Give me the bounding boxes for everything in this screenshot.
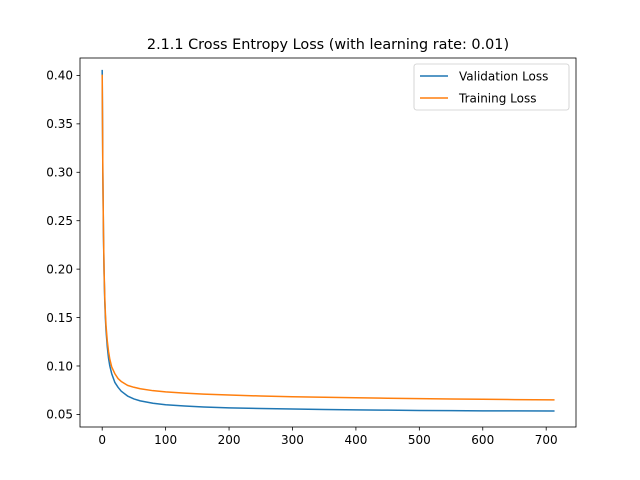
x-axis: 0 100 200 300 400 500 600 700 [98,427,558,447]
y-tick-label: 0.20 [46,262,73,276]
x-tick-label: 700 [535,433,558,447]
y-tick-label: 0.15 [46,311,73,325]
legend: Validation Loss Training Loss [413,63,570,111]
series-line-training-loss [101,74,555,401]
x-tick-label: 600 [471,433,494,447]
y-axis: 0.05 0.10 0.15 0.20 0.25 0.30 0.35 0.40 [46,69,80,422]
chart-title: 2.1.1 Cross Entropy Loss (with learning … [147,37,509,53]
legend-box [413,63,570,111]
y-tick-label: 0.30 [46,166,73,180]
x-tick-label: 200 [218,433,241,447]
y-tick-label: 0.05 [46,408,73,422]
x-tick-label: 300 [281,433,304,447]
y-tick-label: 0.35 [46,117,73,131]
y-tick-label: 0.25 [46,214,73,228]
plot-area [101,69,555,412]
y-tick-label: 0.40 [46,69,73,83]
legend-label: Validation Loss [459,69,548,83]
x-tick-label: 0 [98,433,106,447]
x-tick-label: 100 [154,433,177,447]
x-tick-label: 400 [344,433,367,447]
x-tick-label: 500 [408,433,431,447]
y-tick-label: 0.10 [46,359,73,373]
plot-frame [79,57,577,428]
legend-label: Training Loss [458,91,536,105]
